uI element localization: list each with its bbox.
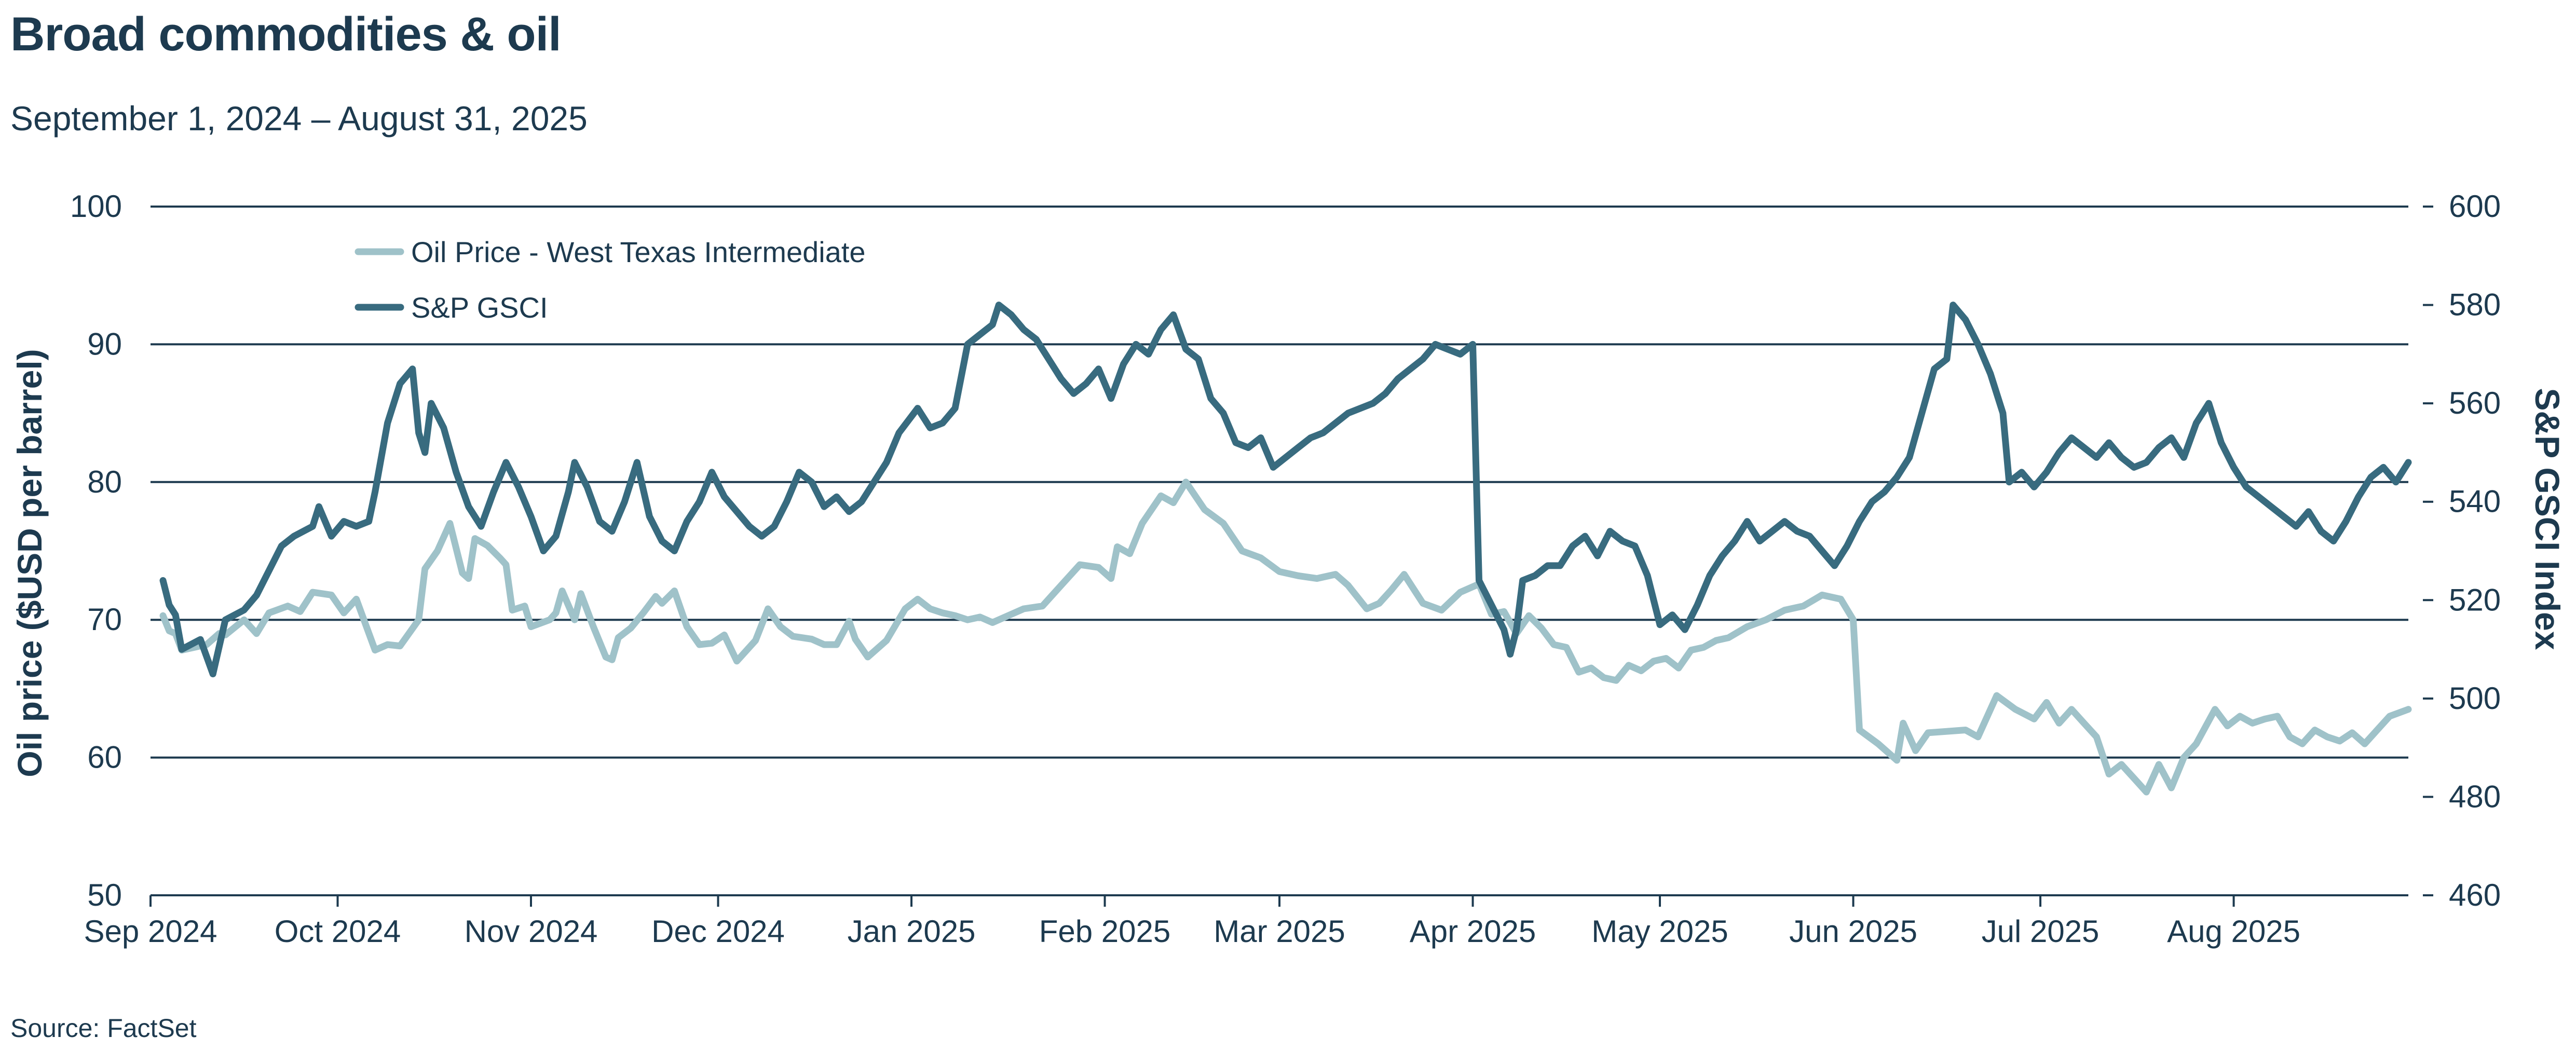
legend-label: S&P GSCI [411, 291, 548, 324]
y2-tick-label: 520 [2449, 582, 2501, 617]
x-tick-label: Apr 2025 [1410, 914, 1536, 949]
x-tick-label: Nov 2024 [465, 914, 598, 949]
y2-tick-label: 600 [2449, 189, 2501, 224]
y-tick-label: 80 [87, 465, 122, 499]
y-axis-title: Oil price ($USD per barrel) [10, 349, 49, 777]
chart-subtitle: September 1, 2024 – August 31, 2025 [10, 99, 588, 138]
x-tick-label: May 2025 [1591, 914, 1728, 949]
y2-tick-label: 540 [2449, 484, 2501, 519]
chart-title: Broad commodities & oil [10, 8, 562, 61]
legend: Oil Price - West Texas Intermediate S&P G… [355, 236, 866, 324]
y2-axis-title: S&P GSCI Index [2528, 388, 2567, 650]
x-tick-label: Aug 2025 [2167, 914, 2300, 949]
x-tick-label: Jul 2025 [1982, 914, 2100, 949]
y2-tick-label: 480 [2449, 779, 2501, 814]
y-tick-label: 50 [87, 878, 122, 912]
x-tick-label: Mar 2025 [1214, 914, 1345, 949]
x-tick-label: Feb 2025 [1039, 914, 1171, 949]
x-tick-label: Jun 2025 [1789, 914, 1917, 949]
x-tick-label: Sep 2024 [84, 914, 217, 949]
source-note: Source: FactSet [10, 1014, 197, 1043]
oil-price-line [159, 479, 2412, 796]
x-tick-label: Jan 2025 [848, 914, 976, 949]
x-tick-label: Dec 2024 [651, 914, 785, 949]
y-tick-label: 100 [70, 189, 122, 224]
y-tick-label: 60 [87, 740, 122, 775]
y2-tick-label: 460 [2449, 878, 2501, 912]
axes: 50 60 70 80 90 100 460 480 500 520 540 560 580 600 Sep… [70, 189, 2501, 949]
y2-tick-label: 500 [2449, 681, 2501, 716]
y-tick-label: 90 [87, 326, 122, 361]
y2-tick-label: 560 [2449, 386, 2501, 420]
x-tick-label: Oct 2024 [275, 914, 401, 949]
y2-tick-label: 580 [2449, 288, 2501, 322]
legend-label: Oil Price - West Texas Intermediate [411, 236, 866, 268]
series-lines [159, 302, 2412, 796]
y-tick-label: 70 [87, 602, 122, 637]
sp-gsci-line [159, 302, 2412, 677]
